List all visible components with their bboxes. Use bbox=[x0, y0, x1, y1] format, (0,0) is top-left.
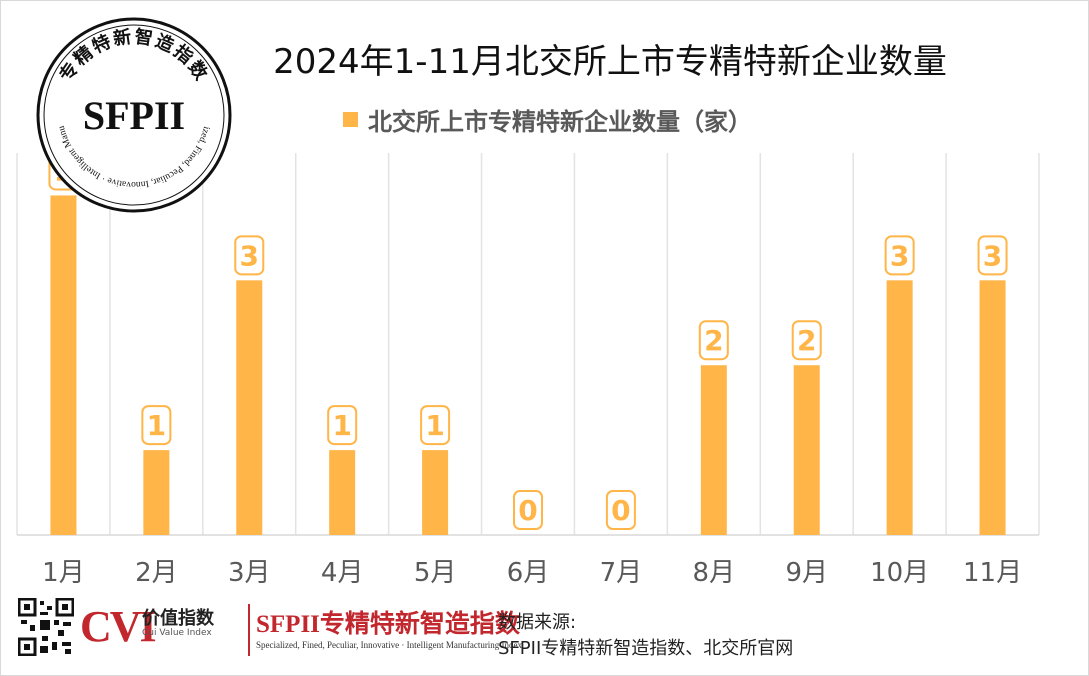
x-tick-label: 6月 bbox=[507, 558, 550, 588]
cvi-logo: CVI 价值指数 Cui Value Index bbox=[80, 600, 245, 658]
sfpii-seal-logo: 专精特新智造指数 (SFPII) Specialized, Fined, Pec… bbox=[34, 15, 232, 213]
x-tick-label: 5月 bbox=[414, 558, 457, 588]
data-label-box bbox=[698, 320, 729, 361]
x-tick-label: 3月 bbox=[228, 558, 271, 588]
data-label-box bbox=[791, 320, 822, 361]
bar bbox=[236, 280, 263, 535]
bar bbox=[329, 450, 356, 535]
data-label: 3 bbox=[890, 239, 909, 272]
bar bbox=[50, 195, 77, 535]
x-tick-label: 9月 bbox=[785, 558, 828, 588]
data-label: 0 bbox=[518, 494, 537, 527]
bar bbox=[422, 450, 449, 535]
data-label: 1 bbox=[332, 409, 351, 442]
data-label-box bbox=[513, 490, 543, 530]
data-label: 3 bbox=[240, 239, 259, 272]
x-tick-label: 7月 bbox=[600, 558, 643, 588]
data-label-box bbox=[327, 405, 358, 446]
x-tick-label: 4月 bbox=[321, 558, 364, 588]
legend: 北交所上市专精特新企业数量（家） bbox=[343, 104, 752, 136]
bar bbox=[793, 365, 820, 535]
data-label: 2 bbox=[704, 324, 723, 357]
data-label: 3 bbox=[983, 239, 1002, 272]
x-tick-label: 10月 bbox=[870, 558, 929, 588]
bar bbox=[886, 280, 913, 535]
bar bbox=[143, 450, 170, 535]
x-tick-label: 2月 bbox=[135, 558, 178, 588]
bar bbox=[700, 365, 727, 535]
data-label-box bbox=[605, 490, 636, 530]
seal-abbr: SFPII bbox=[83, 93, 185, 138]
cvi-logo-cn: 价值指数 bbox=[142, 608, 214, 629]
data-label-box bbox=[977, 235, 1008, 276]
sfpii-brand: SFPII专精特新智造指数 bbox=[256, 611, 520, 638]
source-label: 数据来源: bbox=[498, 612, 577, 633]
bar bbox=[979, 280, 1006, 535]
data-label-box bbox=[884, 235, 915, 276]
data-label: 2 bbox=[797, 324, 816, 357]
legend-swatch bbox=[343, 111, 358, 127]
data-label: 1 bbox=[147, 409, 166, 442]
x-tick-label: 1月 bbox=[42, 558, 85, 588]
legend-label: 北交所上市专精特新企业数量（家） bbox=[368, 107, 752, 136]
footer-divider bbox=[248, 604, 250, 656]
data-label-box bbox=[234, 235, 265, 276]
data-label-box bbox=[420, 405, 451, 446]
data-label: 0 bbox=[611, 494, 630, 527]
chart-title: 2024年1-11月北交所上市专精特新企业数量 bbox=[273, 42, 947, 82]
data-label: 1 bbox=[425, 409, 444, 442]
cvi-logo-en: Cui Value Index bbox=[142, 628, 212, 638]
sfpii-brand-sub: Specialized, Fined, Peculiar, Innovative… bbox=[256, 640, 523, 650]
cvi-logo-mark: CVI bbox=[80, 602, 157, 651]
qr-code-icon bbox=[18, 598, 74, 656]
x-tick-label: 8月 bbox=[693, 558, 736, 588]
source-text: SFPII专精特新智造指数、北交所官网 bbox=[498, 638, 794, 659]
x-tick-label: 11月 bbox=[963, 558, 1022, 588]
data-label-box bbox=[141, 405, 172, 446]
